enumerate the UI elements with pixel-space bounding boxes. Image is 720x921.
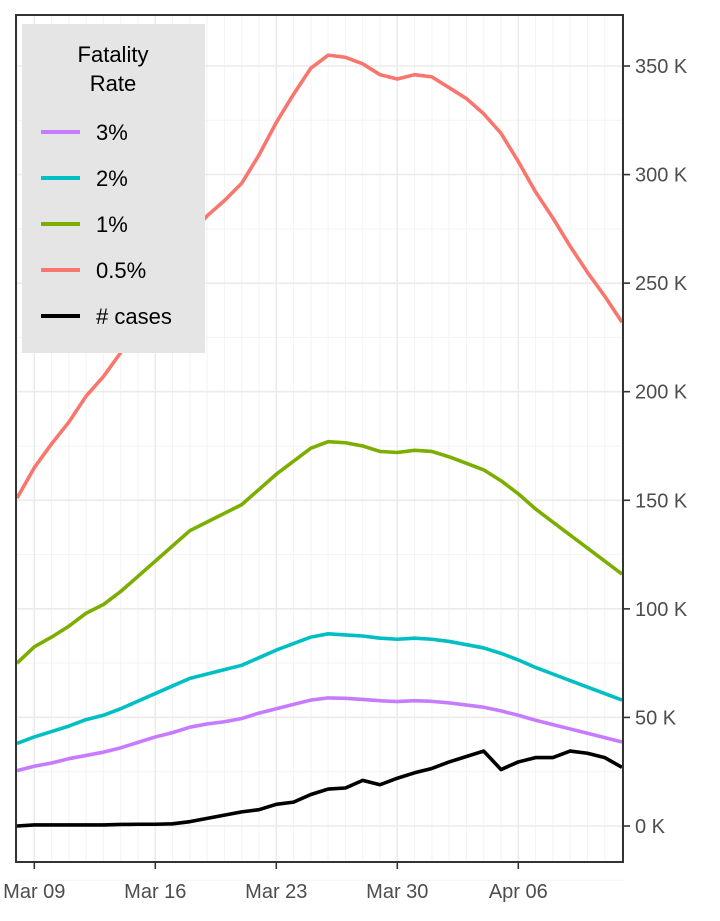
- y-tick-label: 350 K: [635, 56, 688, 78]
- legend-label: # cases: [96, 304, 172, 329]
- y-tick-label: 300 K: [635, 165, 688, 187]
- legend-label: 3%: [96, 120, 128, 145]
- y-tick-label: 150 K: [635, 490, 688, 512]
- legend-title-line-1: Fatality: [78, 42, 149, 67]
- y-tick-label: 100 K: [635, 599, 688, 621]
- legend: Fatality Rate 3% 2% 1% 0.5% # cases: [22, 24, 205, 353]
- legend-items: 3% 2% 1% 0.5% # cases: [41, 120, 172, 329]
- series-line: [16, 749, 623, 828]
- legend-label: 0.5%: [96, 258, 146, 283]
- x-tick-label: Mar 30: [366, 881, 428, 903]
- legend-label: 1%: [96, 212, 128, 237]
- y-axis: 0 K 50 K 100 K 150 K 200 K 250 K 300 K 350 K: [623, 56, 688, 838]
- y-tick-label: 0 K: [635, 816, 666, 838]
- series-line: [16, 53, 623, 499]
- major-gridlines: [16, 15, 623, 862]
- series-line: [16, 632, 623, 746]
- series-line: [16, 696, 623, 773]
- x-axis: Mar 09 Mar 16 Mar 23 Mar 30 Apr 06: [3, 862, 548, 903]
- x-tick-label: Mar 16: [124, 881, 186, 903]
- y-tick-label: 50 K: [635, 707, 677, 729]
- legend-title-line-2: Rate: [90, 71, 136, 96]
- legend-label: 2%: [96, 166, 128, 191]
- x-tick-label: Mar 23: [245, 881, 307, 903]
- y-tick-label: 250 K: [635, 273, 688, 295]
- x-tick-label: Mar 09: [3, 881, 65, 903]
- plot-panel-border: [15, 14, 624, 863]
- series-line: [16, 439, 623, 665]
- y-tick-label: 200 K: [635, 382, 688, 404]
- x-tick-label: Apr 06: [489, 881, 548, 903]
- legend-background: [22, 24, 205, 353]
- series-lines: [16, 53, 623, 828]
